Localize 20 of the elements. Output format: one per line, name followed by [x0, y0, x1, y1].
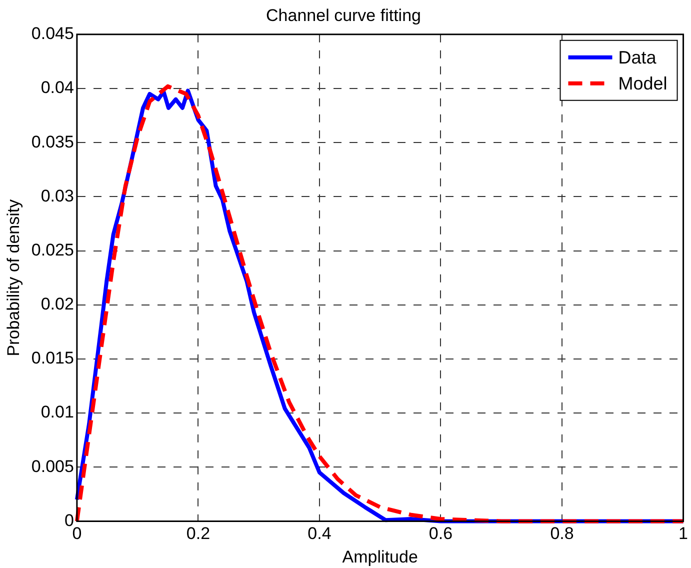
- legend-label: Model: [618, 73, 668, 94]
- x-tick-label: 0.2: [186, 524, 210, 544]
- y-axis-title: Probability of density: [4, 198, 23, 356]
- x-axis-title: Amplitude: [342, 547, 418, 566]
- y-tick-label: 0.03: [40, 186, 74, 206]
- x-tick-label: 0.6: [428, 524, 453, 544]
- y-tick-label: 0.035: [31, 132, 74, 152]
- chart-title: Channel curve fitting: [266, 6, 421, 25]
- x-tick-label: 0.8: [550, 524, 574, 544]
- y-tick-label: 0.02: [40, 294, 74, 314]
- y-tick-label: 0.005: [31, 456, 74, 476]
- y-tick-label: 0: [64, 510, 74, 530]
- legend-label: Data: [618, 47, 658, 68]
- x-tick-label: 0.4: [308, 524, 332, 544]
- x-tick-label: 1: [678, 524, 688, 544]
- y-tick-label: 0.045: [31, 24, 74, 44]
- y-tick-label: 0.015: [31, 348, 74, 368]
- y-tick-label: 0.04: [40, 78, 74, 98]
- y-tick-label: 0.025: [31, 240, 74, 260]
- y-tick-label: 0.01: [40, 402, 74, 422]
